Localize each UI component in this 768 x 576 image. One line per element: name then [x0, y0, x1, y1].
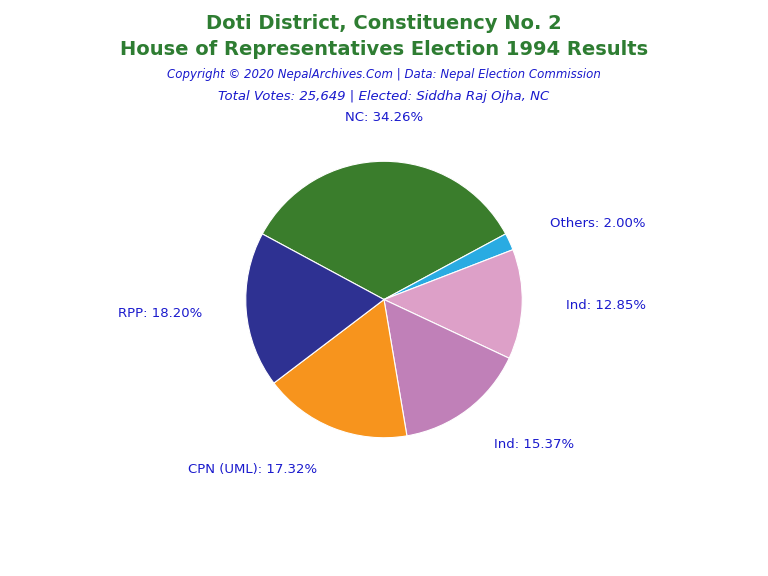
Legend: Narayan Datta Bhatt (4,669), Yogendra B. Shahi (3,942), Others (513 - 2.00%): Narayan Datta Bhatt (4,669), Yogendra B.… — [383, 572, 589, 576]
Wedge shape — [384, 300, 509, 436]
Text: House of Representatives Election 1994 Results: House of Representatives Election 1994 R… — [120, 40, 648, 59]
Text: Doti District, Constituency No. 2: Doti District, Constituency No. 2 — [206, 14, 562, 33]
Text: Ind: 15.37%: Ind: 15.37% — [495, 438, 574, 452]
Wedge shape — [384, 249, 522, 358]
Wedge shape — [384, 234, 513, 300]
Text: NC: 34.26%: NC: 34.26% — [345, 111, 423, 123]
Wedge shape — [263, 161, 505, 300]
Text: RPP: 18.20%: RPP: 18.20% — [118, 307, 202, 320]
Text: Copyright © 2020 NepalArchives.Com | Data: Nepal Election Commission: Copyright © 2020 NepalArchives.Com | Dat… — [167, 68, 601, 81]
Wedge shape — [274, 300, 407, 438]
Wedge shape — [246, 234, 384, 383]
Text: Others: 2.00%: Others: 2.00% — [550, 217, 645, 230]
Text: Total Votes: 25,649 | Elected: Siddha Raj Ojha, NC: Total Votes: 25,649 | Elected: Siddha Ra… — [218, 90, 550, 104]
Text: CPN (UML): 17.32%: CPN (UML): 17.32% — [187, 463, 316, 476]
Text: Ind: 12.85%: Ind: 12.85% — [566, 300, 647, 312]
